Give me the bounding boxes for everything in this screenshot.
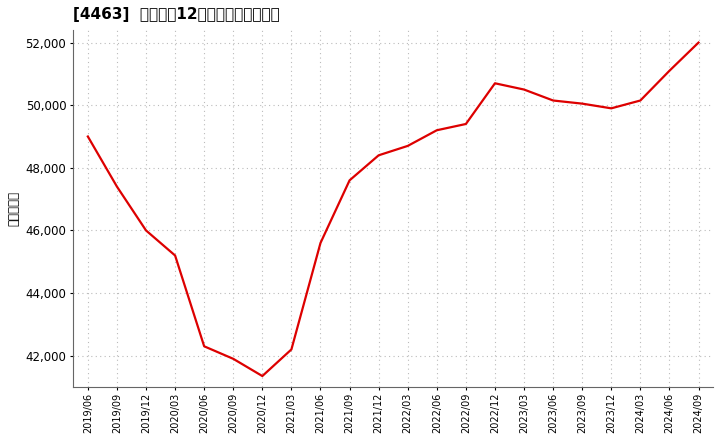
Text: [4463]  売上高の12か月移動合計の推移: [4463] 売上高の12か月移動合計の推移: [73, 7, 280, 22]
Y-axis label: （百万円）: （百万円）: [7, 191, 20, 226]
